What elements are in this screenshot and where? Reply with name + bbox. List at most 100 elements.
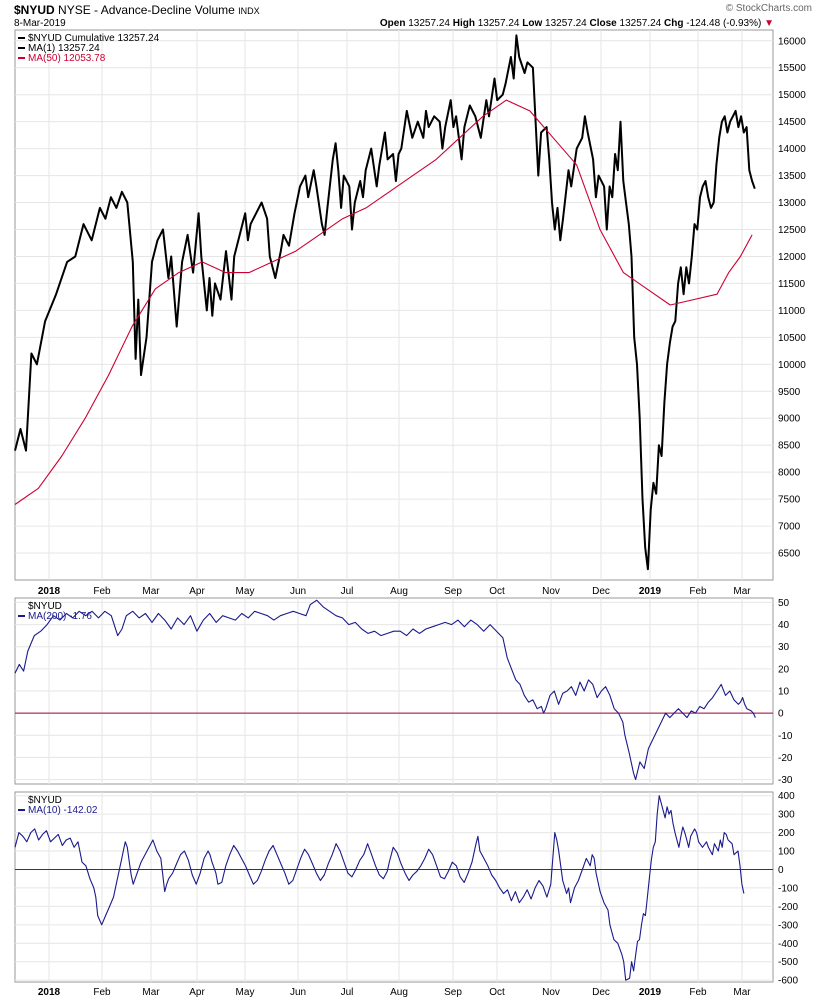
down-arrow-icon: ▼: [764, 18, 774, 29]
symbol: $NYUD: [14, 3, 55, 17]
x-tick-label: 2018: [38, 987, 61, 998]
legend-text: MA(1) 13257.24: [28, 43, 100, 54]
open-value: 13257.24: [408, 18, 450, 29]
y-tick-label: 10: [778, 687, 790, 698]
x-tick-label: 2018: [38, 586, 61, 597]
y-tick-label: 8000: [778, 468, 801, 479]
x-tick-label: Mar: [733, 586, 751, 597]
x-tick-label: Aug: [390, 586, 408, 597]
x-tick-label: Dec: [592, 586, 610, 597]
y-tick-label: 9000: [778, 414, 801, 425]
close-value: 13257.24: [619, 18, 662, 29]
x-tick-label: Jul: [341, 586, 354, 597]
y-tick-label: -10: [778, 731, 793, 742]
y-tick-label: 30: [778, 642, 790, 653]
header-title: $NYUD NYSE - Advance-Decline Volume INDX: [14, 3, 260, 17]
y-tick-label: -200: [778, 902, 798, 913]
x-tick-label: Sep: [444, 586, 462, 597]
ohlc-readout: Open 13257.24 High 13257.24 Low 13257.24…: [380, 18, 774, 29]
low-label: Low: [522, 18, 543, 29]
x-tick-label: 2019: [639, 586, 662, 597]
y-tick-label: -20: [778, 753, 793, 764]
watermark: © StockCharts.com: [725, 3, 812, 14]
series-lines: [14, 34, 773, 981]
y-tick-label: 0: [778, 865, 784, 876]
y-tick-label: -600: [778, 976, 798, 987]
y-tick-label: 7500: [778, 495, 801, 506]
y-tick-label: -100: [778, 883, 798, 894]
series-line-1-0: [14, 599, 756, 781]
series-line-2-0: [14, 795, 745, 981]
x-tick-label: Oct: [489, 987, 505, 998]
y-tick-label: 10000: [778, 360, 806, 371]
y-tick-label: 16000: [778, 36, 806, 47]
x-tick-label: Dec: [592, 987, 610, 998]
y-tick-label: 9500: [778, 387, 801, 398]
x-tick-label: Mar: [142, 586, 160, 597]
y-tick-label: 11500: [778, 279, 806, 290]
high-label: High: [452, 18, 475, 29]
x-tick-label: 2019: [639, 987, 662, 998]
x-tick-label: Sep: [444, 987, 462, 998]
y-tick-label: -400: [778, 939, 798, 950]
x-tick-label: Nov: [542, 586, 560, 597]
low-value: 13257.24: [545, 18, 587, 29]
x-tick-label: Jul: [341, 987, 354, 998]
y-tick-label: -30: [778, 775, 793, 786]
y-tick-label: 12500: [778, 225, 806, 236]
x-tick-label: Feb: [93, 987, 111, 998]
y-tick-label: 8500: [778, 441, 801, 452]
x-tick-label: Feb: [689, 987, 707, 998]
x-tick-label: Apr: [189, 586, 205, 597]
y-tick-label: 15000: [778, 90, 806, 101]
y-tick-label: 14000: [778, 144, 806, 155]
y-tick-label: 50: [778, 598, 790, 609]
series-line-0-1: [14, 99, 753, 505]
y-tick-label: 10500: [778, 333, 806, 344]
panel-frame-0: [14, 29, 774, 581]
y-tick-label: -300: [778, 920, 798, 931]
y-tick-label: 200: [778, 828, 795, 839]
y-tick-label: 11000: [778, 306, 806, 317]
x-tick-label: May: [236, 586, 255, 597]
legend-text: MA(10) -142.02: [28, 805, 98, 816]
x-tick-label: Jun: [290, 987, 306, 998]
close-label: Close: [589, 18, 617, 29]
x-tick-label: May: [236, 987, 255, 998]
x-tick-label: Aug: [390, 987, 408, 998]
legend-text: $NYUD: [28, 795, 62, 806]
x-tick-label: Feb: [93, 586, 111, 597]
y-tick-label: -500: [778, 957, 798, 968]
x-tick-label: Mar: [733, 987, 751, 998]
open-label: Open: [379, 18, 406, 29]
chart-date: 8-Mar-2019: [14, 18, 66, 29]
high-value: 13257.24: [477, 18, 520, 29]
y-tick-label: 20: [778, 664, 790, 675]
x-tick-label: Feb: [689, 586, 707, 597]
y-tick-label: 12000: [778, 252, 806, 263]
y-tick-label: 300: [778, 810, 795, 821]
chg-label: Chg: [664, 18, 684, 29]
legend-text: MA(50) 12053.78: [28, 53, 106, 64]
panel-frames: [14, 29, 774, 983]
chg-value: -124.48 (-0.93%): [686, 18, 762, 29]
x-tick-label: Jun: [290, 586, 306, 597]
y-tick-label: 13500: [778, 171, 806, 182]
x-tick-label: Apr: [189, 987, 205, 998]
exchange-title: NYSE - Advance-Decline Volume: [58, 3, 235, 17]
x-tick-label: Oct: [489, 586, 505, 597]
y-tick-label: 400: [778, 791, 795, 802]
legend-text: $NYUD: [28, 601, 62, 612]
y-tick-label: 14500: [778, 117, 806, 128]
x-tick-label: Nov: [542, 987, 560, 998]
y-tick-label: 6500: [778, 549, 801, 560]
series-line-0-0: [14, 34, 756, 571]
axis-ticks: 6500700075008000850090009500100001050011…: [38, 36, 806, 998]
y-tick-label: 7000: [778, 522, 801, 533]
legend-text: $NYUD Cumulative 13257.24: [28, 33, 160, 44]
y-tick-label: 100: [778, 847, 795, 858]
index-tag: INDX: [238, 6, 260, 16]
